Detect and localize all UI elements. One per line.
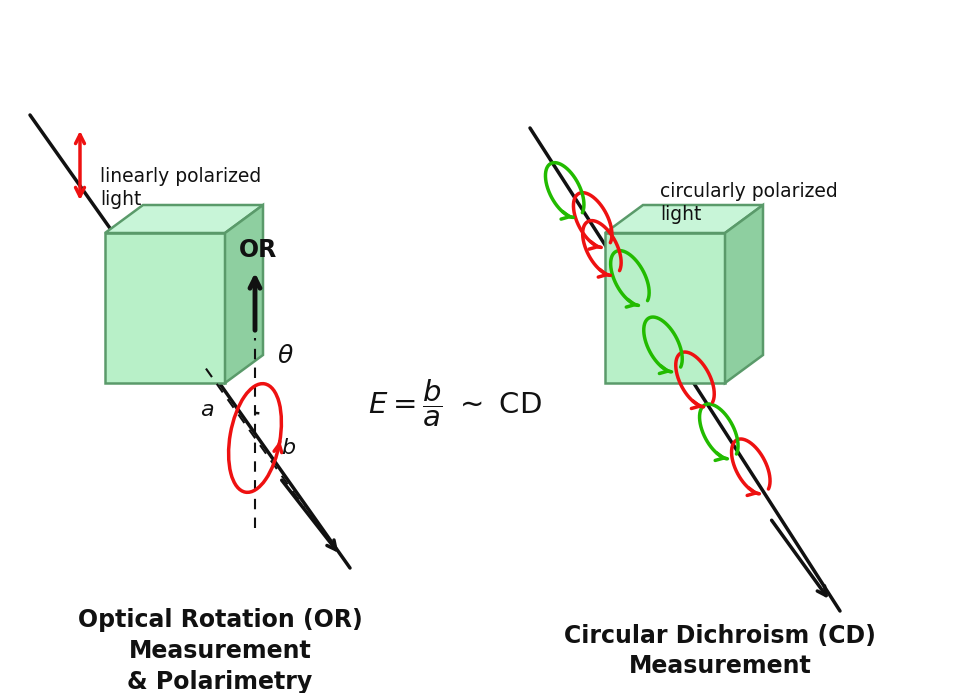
Text: $b$: $b$ [282,438,296,458]
Text: $E = \dfrac{b}{a}\ \sim\ \mathrm{CD}$: $E = \dfrac{b}{a}\ \sim\ \mathrm{CD}$ [368,378,542,428]
Polygon shape [225,205,263,383]
Text: circularly polarized
light: circularly polarized light [660,182,837,225]
Polygon shape [105,233,225,383]
Text: Optical Rotation (OR)
Measurement
& Polarimetry: Optical Rotation (OR) Measurement & Pola… [77,608,362,693]
Text: Circular Dichroism (CD)
Measurement: Circular Dichroism (CD) Measurement [564,624,876,678]
Polygon shape [605,205,763,233]
Text: $\theta$: $\theta$ [277,344,293,368]
Polygon shape [605,233,725,383]
Text: $a$: $a$ [200,400,214,420]
Polygon shape [105,205,263,233]
Text: OR: OR [239,238,277,262]
Text: linearly polarized
light: linearly polarized light [100,167,261,209]
Polygon shape [725,205,763,383]
